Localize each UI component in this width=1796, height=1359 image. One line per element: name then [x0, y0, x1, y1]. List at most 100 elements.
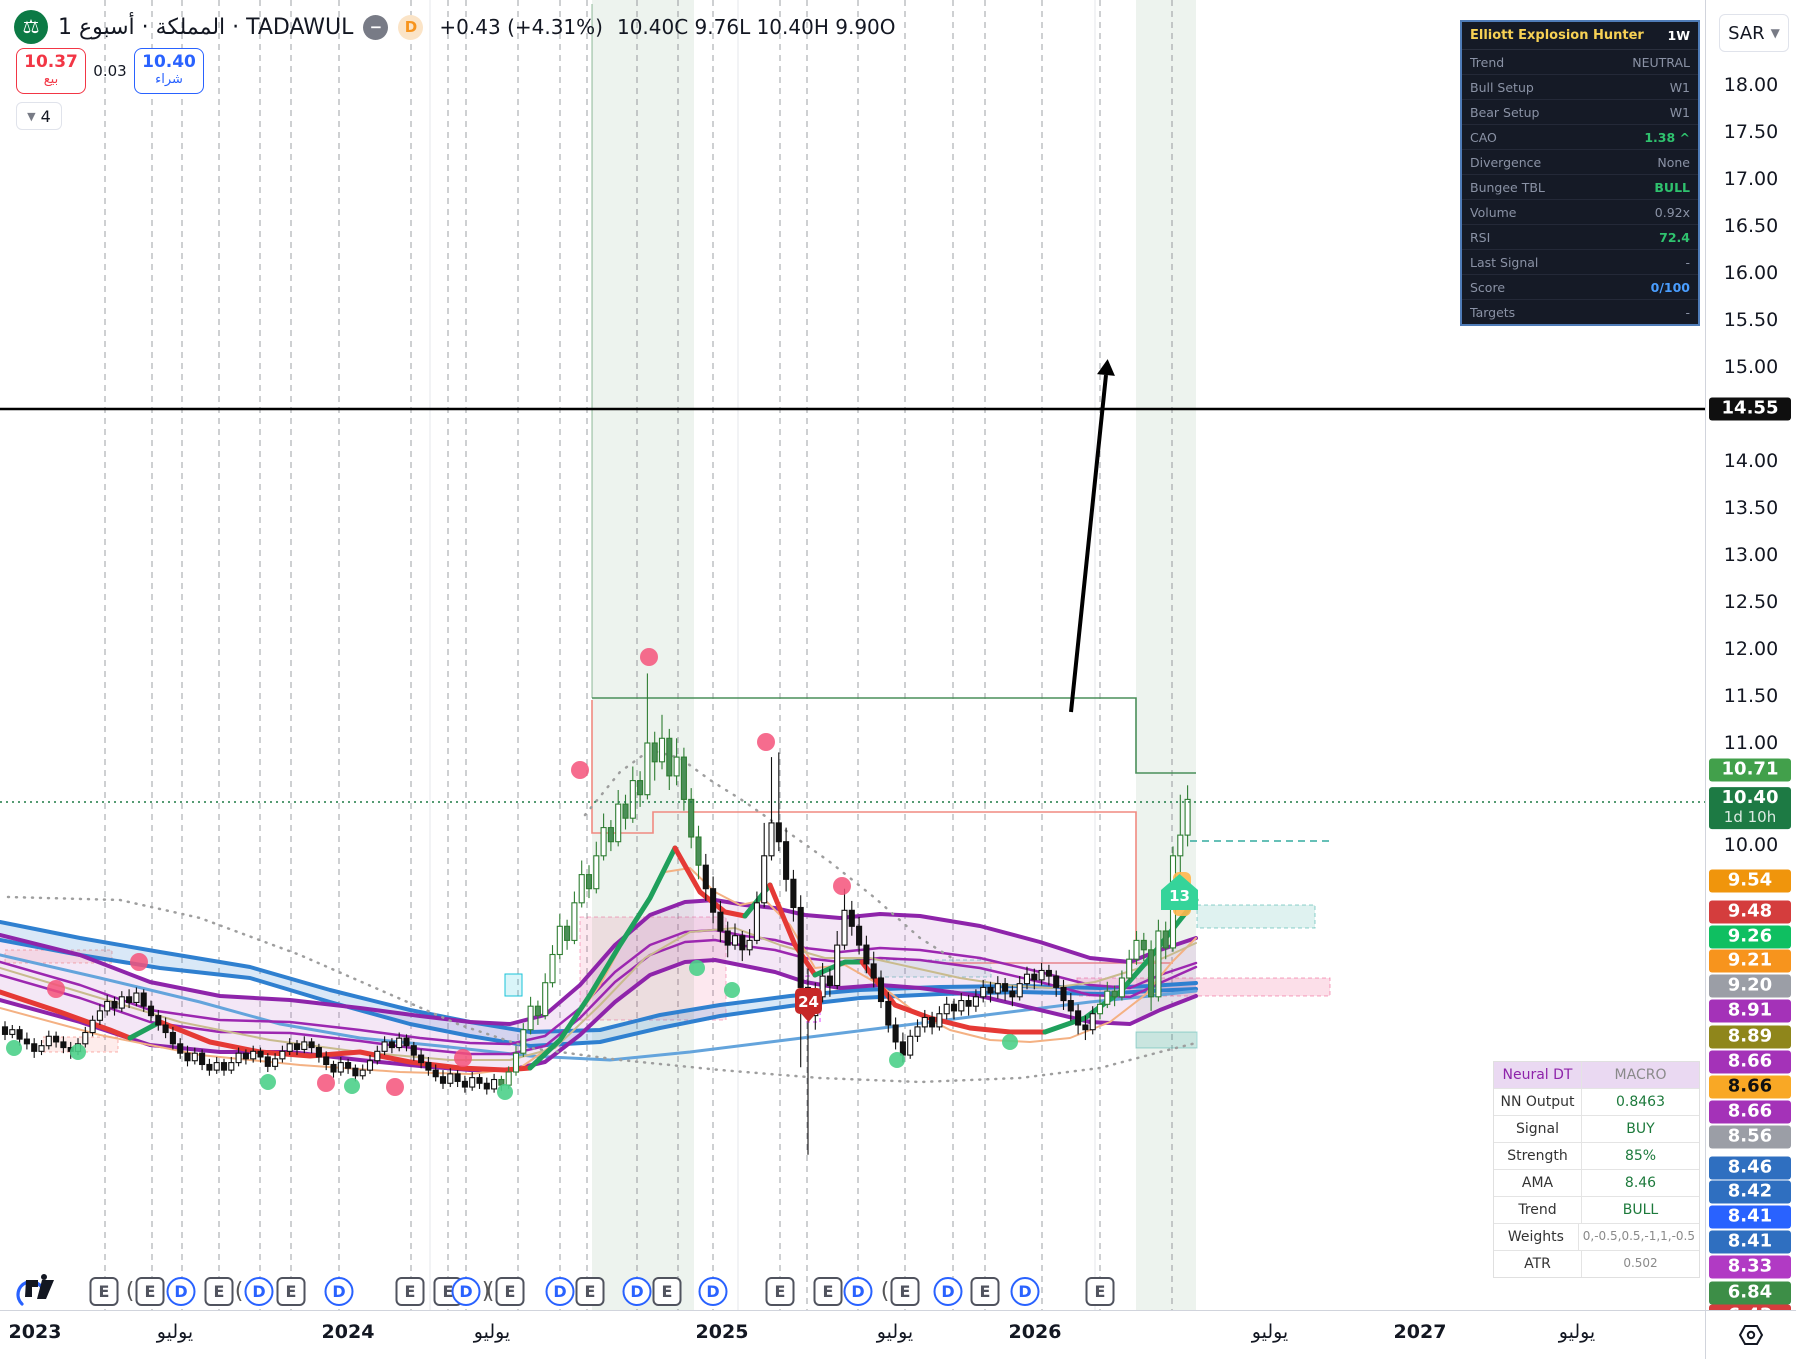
symbol-title[interactable]: المملكة · أسبوع 1 · TADAWUL	[58, 14, 354, 40]
earnings-marker[interactable]: E	[813, 1277, 843, 1306]
elliott-row-targets: Targets -	[1470, 304, 1690, 320]
dividend-marker[interactable]: D	[166, 1277, 196, 1306]
price-tick-10.00: 10.00	[1723, 834, 1779, 856]
earnings-marker[interactable]: E	[276, 1277, 306, 1306]
candle	[213, 1056, 220, 1074]
earnings-marker[interactable]: E	[652, 1277, 682, 1306]
candle	[89, 1015, 96, 1037]
swing-high-dot	[130, 953, 148, 971]
dividend-marker[interactable]: D	[451, 1277, 481, 1306]
candle	[250, 1045, 257, 1063]
candle	[1089, 1006, 1096, 1035]
price-label-9.21: 9.21	[1709, 949, 1791, 973]
price-label-8.66: 8.66	[1709, 1075, 1791, 1099]
swing-high-dot	[317, 1074, 335, 1092]
candle	[1002, 978, 1009, 1001]
dividend-marker[interactable]: D	[324, 1277, 354, 1306]
candle	[556, 914, 563, 960]
price-tick-17.00: 17.00	[1723, 168, 1779, 190]
time-axis[interactable]: 2023 يوليو 2024 يوليو 2025 يوليو 2026 يوليو 2027…	[0, 1310, 1705, 1359]
label-24	[795, 988, 822, 1014]
candle	[578, 860, 585, 908]
candle	[834, 931, 841, 990]
candle	[162, 1017, 169, 1039]
buy-button[interactable]: 10.40 شراء	[134, 48, 204, 94]
earnings-marker[interactable]: E	[1085, 1277, 1115, 1306]
candle	[425, 1056, 432, 1076]
candle	[403, 1034, 410, 1052]
alert-d-icon[interactable]: D	[398, 14, 424, 40]
ma-blue-2	[0, 938, 1198, 1048]
earnings-marker[interactable]: E	[495, 1277, 525, 1306]
marker-paren: (	[880, 1279, 890, 1304]
axis-settings-corner[interactable]	[1705, 1310, 1796, 1359]
candle	[396, 1032, 403, 1052]
candle	[1, 1021, 9, 1041]
dividend-marker[interactable]: D	[933, 1277, 963, 1306]
tradingview-logo[interactable]	[14, 1268, 60, 1312]
earnings-marker[interactable]: E	[135, 1277, 165, 1306]
dividend-marker[interactable]: D	[698, 1277, 728, 1306]
dividend-marker[interactable]: D	[545, 1277, 575, 1306]
chart-plot-area[interactable]: 24 13	[0, 0, 1705, 1310]
time-label-يوليو: يوليو	[473, 1321, 511, 1343]
elliott-row-score: Score 0/100	[1462, 275, 1698, 300]
candle	[695, 825, 702, 880]
candle	[381, 1036, 388, 1056]
candle	[688, 788, 695, 849]
trend-ma-down	[157, 1019, 533, 1073]
supply-top-green	[592, 697, 1196, 774]
candle	[717, 900, 724, 943]
earnings-marker[interactable]: E	[765, 1277, 795, 1306]
sell-button[interactable]: 10.37 بيع	[16, 48, 86, 94]
candle	[293, 1040, 301, 1056]
candle	[702, 853, 709, 901]
symbol-legend: ⚖ المملكة · أسبوع 1 · TADAWUL − D +0.43 …	[14, 10, 896, 44]
price-label-8.46: 8.46	[1709, 1156, 1791, 1180]
time-label-2024: 2024	[321, 1321, 375, 1343]
price-label-8.33: 8.33	[1709, 1255, 1791, 1279]
candle	[1140, 932, 1147, 962]
candle	[856, 916, 863, 955]
candle	[512, 1045, 520, 1076]
label-24-text: 24	[798, 993, 819, 1011]
symbol-logo[interactable]: ⚖	[14, 10, 48, 44]
earnings-marker[interactable]: E	[395, 1277, 425, 1306]
neural-row-ama: AMA 8.46	[1494, 1170, 1699, 1197]
candle	[1067, 993, 1074, 1022]
dividend-marker[interactable]: D	[1010, 1277, 1040, 1306]
dividend-marker[interactable]: D	[622, 1277, 652, 1306]
dividend-marker[interactable]: D	[843, 1277, 873, 1306]
indicators-collapse-button[interactable]: ▼ 4	[16, 102, 62, 130]
candle	[761, 822, 768, 908]
elliott-row-bear-setup: Bear Setup W1	[1462, 100, 1698, 125]
candle	[783, 827, 790, 892]
ma-purple-2	[0, 928, 1198, 1046]
trend-ma-down	[0, 989, 133, 1041]
time-label-2025: 2025	[695, 1321, 749, 1343]
candle	[184, 1045, 191, 1067]
swing-high-dot	[571, 761, 589, 779]
earnings-marker[interactable]: E	[575, 1277, 605, 1306]
candle	[907, 1029, 914, 1059]
candle	[272, 1053, 279, 1071]
currency-selector[interactable]: SAR ▼	[1719, 14, 1789, 52]
candle	[155, 1009, 162, 1031]
collapse-legend-icon[interactable]: −	[363, 14, 389, 40]
candle	[483, 1077, 490, 1095]
candle	[848, 900, 855, 936]
candle	[169, 1026, 176, 1050]
ohlc-values: 10.40C 9.76L 10.40H 9.90O	[616, 15, 896, 39]
earnings-marker[interactable]: E	[204, 1277, 234, 1306]
candle	[841, 888, 848, 950]
candle	[31, 1038, 38, 1058]
dividend-marker[interactable]: D	[244, 1277, 274, 1306]
earnings-marker[interactable]: E	[970, 1277, 1000, 1306]
earnings-marker[interactable]: E	[89, 1277, 119, 1306]
candle	[534, 1000, 541, 1025]
earnings-marker[interactable]: E	[890, 1277, 920, 1306]
candle	[337, 1056, 344, 1076]
price-label-10.71: 10.71	[1709, 758, 1791, 782]
price-axis[interactable]: SAR ▼ 18.00 17.50 17.00 16.50 16.00 15.50 15.0…	[1705, 0, 1796, 1359]
neural-row-strength: Strength 85%	[1494, 1143, 1699, 1170]
